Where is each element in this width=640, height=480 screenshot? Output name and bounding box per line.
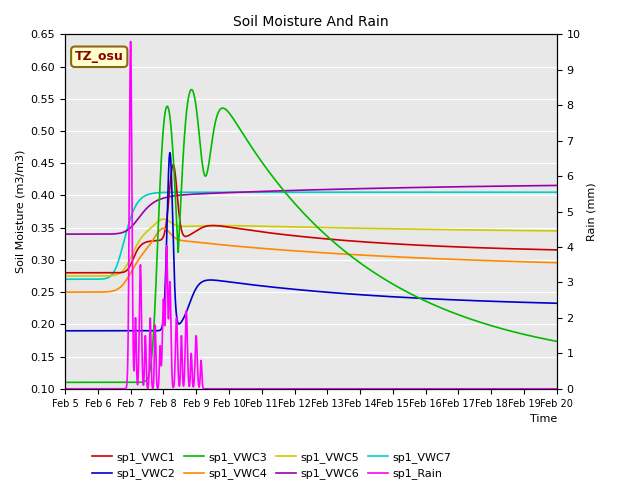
sp1_VWC5 (61, 273, 69, 279)
sp1_VWC3 (62, 380, 70, 385)
sp1_VWC2 (166, 150, 174, 156)
sp1_VWC3 (117, 380, 125, 385)
sp1_Rain (147, 317, 154, 323)
sp1_VWC6 (61, 231, 69, 237)
sp1_VWC2 (61, 328, 69, 334)
sp1_VWC5 (543, 228, 551, 234)
sp1_VWC6 (543, 183, 551, 189)
sp1_Rain (127, 38, 134, 44)
Y-axis label: Soil Moisture (m3/m3): Soil Moisture (m3/m3) (15, 150, 25, 273)
sp1_VWC4 (490, 258, 498, 264)
sp1_VWC7 (147, 191, 154, 197)
sp1_VWC2 (553, 300, 561, 306)
sp1_VWC7 (61, 276, 69, 282)
sp1_VWC2 (543, 300, 551, 306)
sp1_VWC2 (117, 328, 125, 334)
X-axis label: Time: Time (529, 414, 557, 424)
sp1_VWC3 (543, 336, 551, 342)
sp1_VWC1 (271, 231, 279, 237)
sp1_VWC3 (188, 87, 195, 93)
sp1_Rain (250, 386, 258, 392)
sp1_VWC6 (490, 183, 498, 189)
sp1_Rain (117, 386, 125, 392)
sp1_VWC7 (354, 189, 362, 195)
Text: TZ_osu: TZ_osu (75, 50, 124, 63)
sp1_VWC1 (250, 228, 258, 234)
sp1_VWC2 (63, 328, 70, 334)
sp1_VWC2 (147, 328, 154, 334)
sp1_VWC3 (147, 364, 154, 370)
Line: sp1_VWC3: sp1_VWC3 (65, 90, 557, 383)
sp1_VWC1 (543, 247, 551, 252)
sp1_VWC3 (553, 338, 561, 344)
sp1_VWC2 (250, 282, 258, 288)
sp1_VWC1 (553, 247, 561, 253)
Line: sp1_VWC2: sp1_VWC2 (65, 153, 557, 331)
Legend: sp1_VWC1, sp1_VWC2, sp1_VWC3, sp1_VWC4, sp1_VWC5, sp1_VWC6, sp1_VWC7, sp1_Rain: sp1_VWC1, sp1_VWC2, sp1_VWC3, sp1_VWC4, … (87, 447, 456, 480)
sp1_Rain (490, 386, 498, 392)
sp1_VWC1 (61, 270, 69, 276)
sp1_VWC5 (490, 228, 498, 233)
sp1_VWC1 (169, 162, 177, 168)
sp1_VWC1 (147, 238, 154, 244)
sp1_VWC4 (250, 245, 258, 251)
sp1_VWC4 (147, 241, 154, 247)
Line: sp1_VWC7: sp1_VWC7 (65, 192, 557, 279)
sp1_VWC4 (553, 260, 561, 265)
sp1_VWC4 (117, 284, 125, 289)
sp1_VWC4 (159, 226, 167, 231)
sp1_VWC5 (117, 269, 125, 275)
sp1_VWC4 (543, 260, 551, 265)
sp1_Rain (553, 386, 561, 392)
Line: sp1_VWC5: sp1_VWC5 (65, 219, 557, 276)
sp1_Rain (271, 386, 279, 392)
sp1_VWC3 (250, 148, 258, 154)
sp1_VWC7 (490, 189, 498, 195)
sp1_VWC3 (271, 177, 279, 183)
sp1_VWC6 (147, 202, 154, 208)
Line: sp1_VWC1: sp1_VWC1 (65, 165, 557, 273)
Line: sp1_VWC6: sp1_VWC6 (65, 185, 557, 234)
sp1_VWC6 (250, 189, 257, 194)
sp1_VWC7 (117, 249, 125, 255)
Line: sp1_VWC4: sp1_VWC4 (65, 228, 557, 292)
sp1_VWC5 (147, 226, 154, 231)
sp1_Rain (543, 386, 551, 392)
sp1_VWC6 (117, 230, 125, 236)
sp1_VWC5 (160, 216, 168, 222)
sp1_Rain (61, 386, 69, 392)
Title: Soil Moisture And Rain: Soil Moisture And Rain (233, 15, 388, 29)
sp1_VWC2 (271, 285, 279, 290)
sp1_VWC1 (117, 270, 125, 276)
Line: sp1_Rain: sp1_Rain (65, 41, 557, 389)
sp1_VWC7 (553, 189, 561, 195)
sp1_VWC6 (553, 182, 561, 188)
sp1_VWC4 (61, 289, 69, 295)
sp1_VWC5 (250, 223, 258, 229)
Y-axis label: Rain (mm): Rain (mm) (586, 182, 596, 241)
sp1_VWC7 (271, 189, 279, 195)
sp1_VWC7 (250, 189, 257, 195)
sp1_VWC3 (61, 380, 69, 385)
sp1_VWC2 (491, 299, 499, 304)
sp1_VWC1 (490, 245, 498, 251)
sp1_VWC6 (271, 188, 279, 194)
sp1_VWC5 (271, 224, 279, 229)
sp1_VWC3 (491, 324, 499, 329)
sp1_VWC7 (543, 189, 551, 195)
sp1_VWC5 (553, 228, 561, 234)
sp1_VWC4 (271, 247, 279, 252)
